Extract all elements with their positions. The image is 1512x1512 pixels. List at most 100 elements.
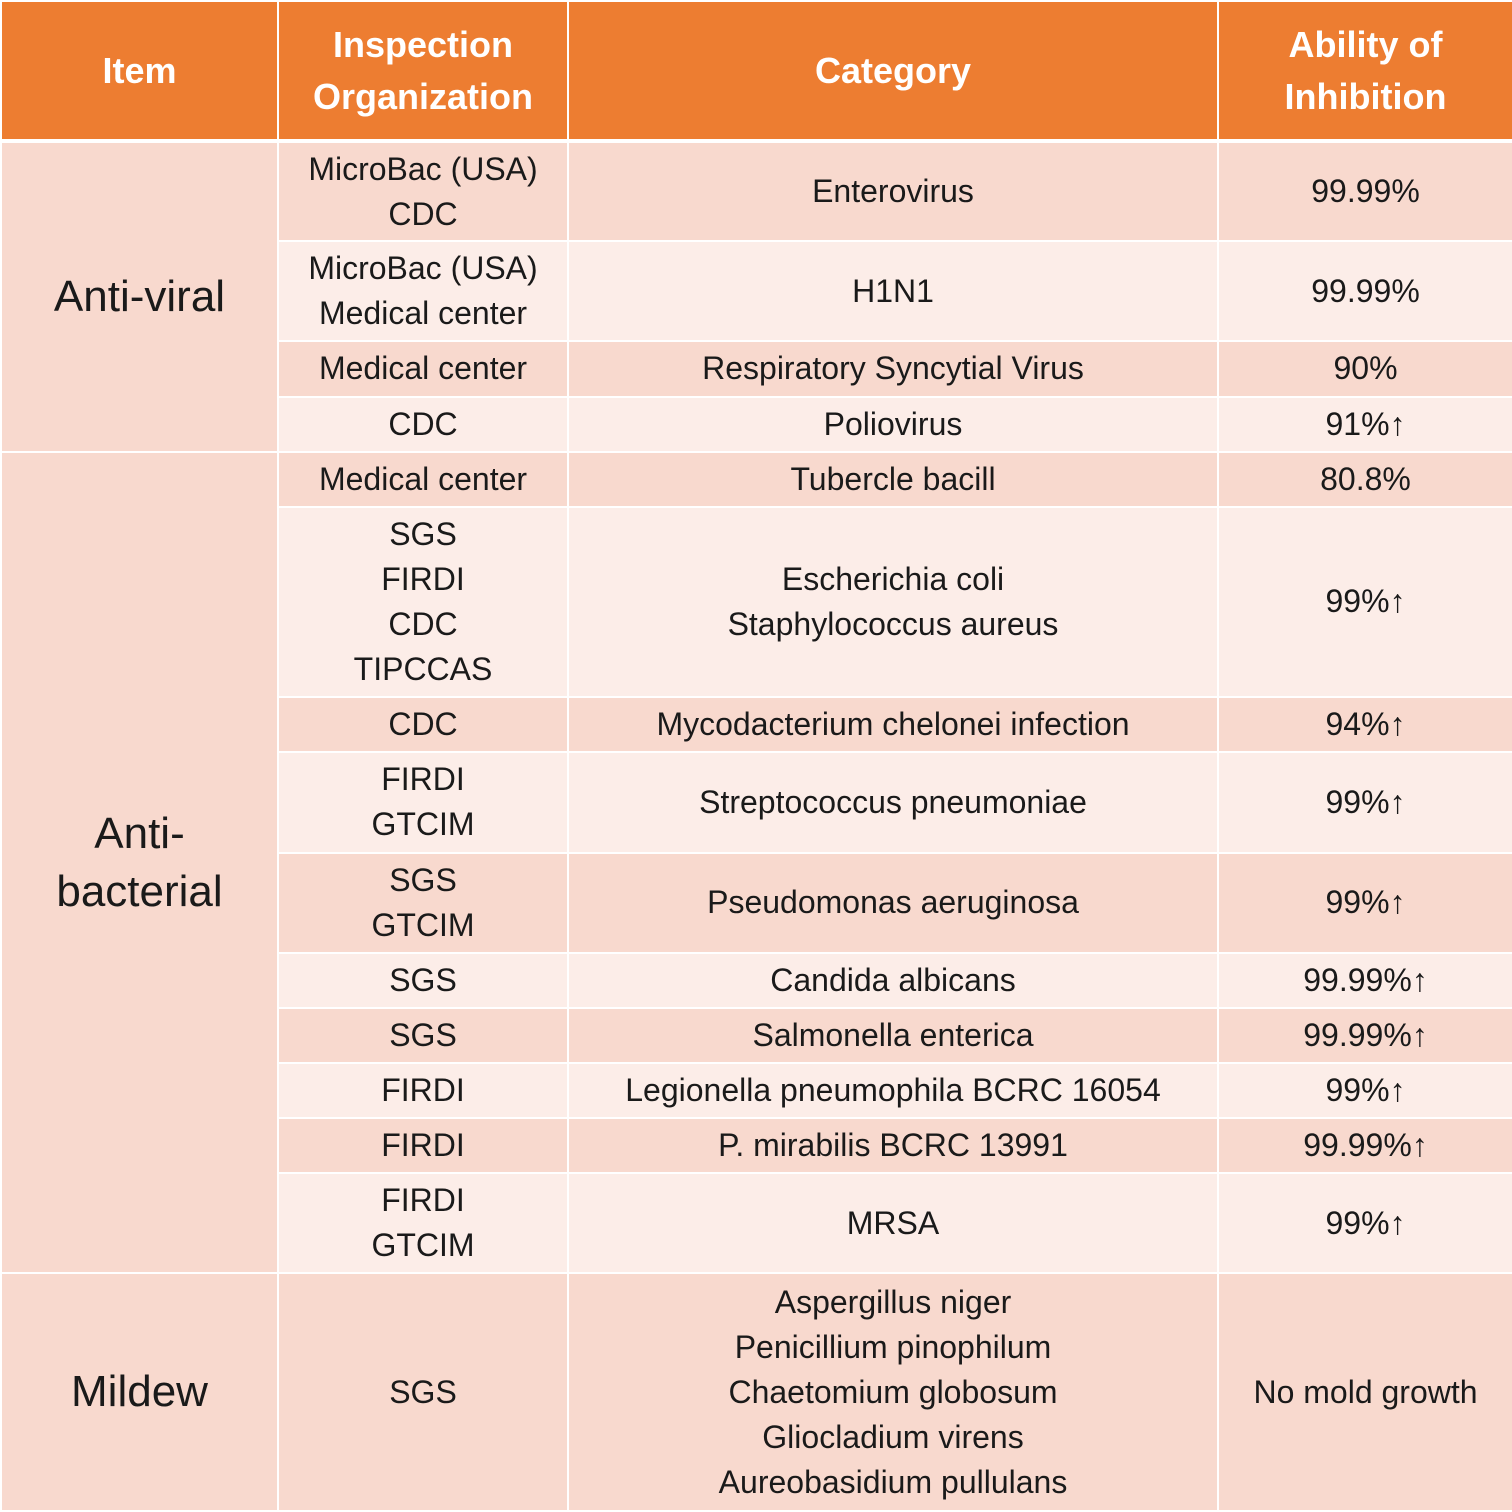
header-item: Item: [0, 0, 279, 143]
table-row: FIRDI GTCIM Streptococcus pneumoniae 99%↑: [1, 751, 1512, 854]
category-cell: P. mirabilis BCRC 13991: [567, 1117, 1219, 1175]
header-ability-of-inhibition: Ability of Inhibition: [1217, 0, 1512, 143]
category-cell: MRSA: [567, 1172, 1219, 1275]
organization-cell: FIRDI: [277, 1061, 569, 1120]
item-group-cell: Mildew: [0, 1272, 279, 1512]
category-cell: Poliovirus: [567, 395, 1219, 453]
table-row: CDC Poliovirus 91%↑: [1, 395, 1512, 453]
category-line: Mycodacterium chelonei infection: [656, 706, 1130, 743]
table-row: MicroBac (USA) Medical center H1N1 99.99%: [1, 240, 1512, 343]
category-cell: Mycodacterium chelonei infection: [567, 696, 1219, 754]
category-cell: Respiratory Syncytial Virus: [567, 340, 1219, 398]
organization-cell: FIRDI GTCIM: [277, 1172, 569, 1275]
ability-cell: 99%↑: [1217, 1172, 1512, 1275]
organization-cell: CDC: [277, 696, 569, 754]
organization-line: MicroBac (USA): [308, 250, 538, 287]
organization-cell: MicroBac (USA) Medical center: [277, 240, 569, 343]
ability-cell: 99.99%: [1217, 240, 1512, 343]
organization-line: SGS: [389, 1373, 457, 1410]
organization-line: FIRDI: [381, 761, 465, 798]
ability-cell: 99.99%↑: [1217, 1117, 1512, 1175]
header-inspection-organization: Inspection Organization: [277, 0, 569, 143]
organization-cell: SGS FIRDI CDC TIPCCAS: [277, 505, 569, 699]
organization-cell: MicroBac (USA) CDC: [277, 139, 569, 243]
ability-cell: 99.99%↑: [1217, 1006, 1512, 1064]
category-cell: Tubercle bacill: [567, 450, 1219, 508]
category-line: Aureobasidium pullulans: [718, 1463, 1068, 1500]
organization-line: CDC: [388, 706, 458, 743]
organization-cell: SGS: [277, 1272, 569, 1512]
ability-cell: 99.99%: [1217, 139, 1512, 243]
category-line: Salmonella enterica: [752, 1016, 1034, 1053]
organization-line: TIPCCAS: [353, 650, 493, 687]
organization-line: FIRDI: [381, 1127, 465, 1164]
category-line: Escherichia coli: [781, 560, 1005, 597]
organization-line: GTCIM: [371, 1227, 475, 1264]
table-row: FIRDI GTCIM MRSA 99%↑: [1, 1172, 1512, 1275]
category-line: Pseudomonas aeruginosa: [707, 884, 1079, 921]
ability-cell: No mold growth: [1217, 1272, 1512, 1512]
header-category: Category: [567, 0, 1219, 143]
organization-line: SGS: [389, 861, 457, 898]
ability-cell: 80.8%: [1217, 450, 1512, 508]
organization-line: GTCIM: [371, 806, 475, 843]
organization-line: SGS: [389, 1016, 457, 1053]
organization-line: Medical center: [318, 350, 528, 387]
table-row: SGS GTCIM Pseudomonas aeruginosa 99%↑: [1, 851, 1512, 954]
organization-line: GTCIM: [371, 906, 475, 943]
category-cell: Aspergillus niger Penicillium pinophilum C…: [567, 1272, 1219, 1512]
organization-line: CDC: [388, 195, 458, 232]
item-group-cell: Anti-bacterial: [0, 450, 279, 1275]
category-line: Chaetomium globosum: [728, 1373, 1058, 1410]
organization-cell: Medical center: [277, 340, 569, 398]
table-row: FIRDI P. mirabilis BCRC 13991 99.99%↑: [1, 1117, 1512, 1175]
category-cell: Streptococcus pneumoniae: [567, 751, 1219, 854]
category-line: P. mirabilis BCRC 13991: [718, 1127, 1068, 1164]
category-cell: Salmonella enterica: [567, 1006, 1219, 1064]
table-row: Anti-viral MicroBac (USA) CDC Enterovirus 99…: [0, 139, 1512, 453]
category-line: Poliovirus: [823, 405, 963, 442]
ability-cell: 99.99%↑: [1217, 951, 1512, 1009]
category-line: Aspergillus niger: [774, 1283, 1012, 1320]
category-line: Enterovirus: [812, 173, 974, 210]
organization-cell: SGS: [277, 1006, 569, 1064]
organization-cell: CDC: [277, 395, 569, 453]
organization-cell: SGS: [277, 951, 569, 1009]
category-line: Streptococcus pneumoniae: [699, 783, 1087, 820]
category-cell: Candida albicans: [567, 951, 1219, 1009]
ability-cell: 99%↑: [1217, 851, 1512, 954]
table-row: CDC Mycodacterium chelonei infection 94%↑: [1, 696, 1512, 754]
category-cell: H1N1: [567, 240, 1219, 343]
category-line: Penicillium pinophilum: [734, 1328, 1052, 1365]
ability-cell: 94%↑: [1217, 696, 1512, 754]
category-line: Respiratory Syncytial Virus: [702, 350, 1084, 387]
category-line: Candida albicans: [770, 961, 1016, 998]
organization-cell: Medical center: [277, 450, 569, 508]
ability-cell: 99%↑: [1217, 1061, 1512, 1120]
category-line: MRSA: [846, 1204, 940, 1241]
ability-cell: 99%↑: [1217, 505, 1512, 699]
table-row: Mildew SGS Aspergillus niger Penicillium pi…: [0, 1272, 1512, 1512]
category-line: Tubercle bacill: [790, 460, 996, 497]
organization-line: MicroBac (USA): [308, 150, 538, 187]
category-cell: Escherichia coli Staphylococcus aureus: [567, 505, 1219, 699]
table-row: SGS FIRDI CDC TIPCCAS Escherichia coli Staphy…: [1, 505, 1512, 699]
table-row: Medical center Respiratory Syncytial Viru…: [1, 340, 1512, 398]
ability-cell: 99%↑: [1217, 751, 1512, 854]
organization-line: CDC: [388, 605, 458, 642]
table-row: SGS Salmonella enterica 99.99%↑: [1, 1006, 1512, 1064]
table-row: Anti-bacterial Medical center Tubercle bac…: [0, 450, 1512, 1275]
header-row: Item Inspection Organization Category Ab…: [0, 0, 1512, 143]
table-body: Anti-viral MicroBac (USA) CDC Enterovirus 99…: [0, 139, 1512, 1512]
organization-line: FIRDI: [381, 560, 465, 597]
table-row: SGS Candida albicans 99.99%↑: [1, 951, 1512, 1009]
category-cell: Pseudomonas aeruginosa: [567, 851, 1219, 954]
item-group-cell: Anti-viral: [0, 140, 279, 453]
organization-line: Medical center: [318, 460, 528, 497]
organization-cell: FIRDI GTCIM: [277, 751, 569, 854]
ability-cell: 90%: [1217, 340, 1512, 398]
category-line: H1N1: [852, 272, 934, 309]
organization-line: SGS: [389, 515, 457, 552]
table-row: FIRDI Legionella pneumophila BCRC 16054 99…: [1, 1061, 1512, 1120]
